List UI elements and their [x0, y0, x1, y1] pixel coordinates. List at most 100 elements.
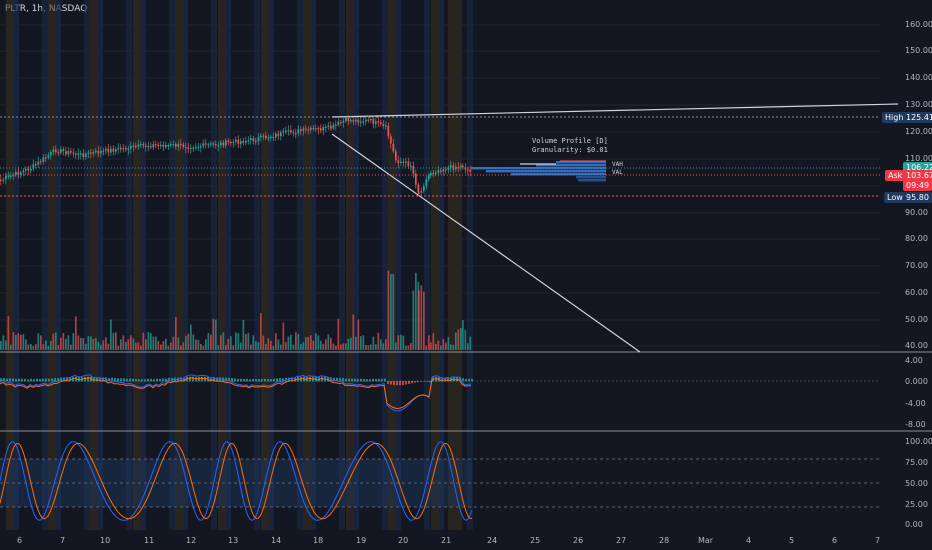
- candle-body: [97, 150, 100, 154]
- candle-body: [325, 126, 327, 129]
- macd-histogram-bar: [9, 378, 11, 382]
- volume-bar: [70, 344, 72, 350]
- candle-body: [147, 146, 150, 148]
- volume-bar: [92, 338, 95, 350]
- volume-bar: [380, 339, 382, 350]
- volume-bar: [327, 334, 330, 350]
- volume-bar: [150, 333, 152, 350]
- date-axis-label: 4: [746, 536, 752, 545]
- macd-histogram-bar: [0, 378, 2, 382]
- candle-body: [467, 169, 469, 171]
- volume-bar: [62, 333, 65, 350]
- volume-bar: [297, 334, 300, 350]
- volume-bar: [457, 329, 460, 350]
- date-axis-label: 5: [789, 536, 795, 545]
- candle-body: [17, 171, 20, 175]
- macd-histogram-bar: [114, 378, 116, 382]
- low-tag-value: 95.80: [903, 192, 932, 203]
- val-label: VAL: [612, 169, 623, 176]
- volume-bar: [300, 343, 302, 350]
- candle-body: [57, 152, 60, 154]
- session-band: [56, 0, 61, 530]
- volume-bar: [105, 337, 107, 350]
- volume-bar: [428, 335, 430, 350]
- volume-bar: [195, 339, 197, 350]
- volume-bar: [220, 335, 222, 350]
- candle-body: [50, 151, 52, 156]
- volume-bar: [335, 345, 337, 350]
- volume-bar: [320, 340, 322, 350]
- candle-body: [410, 165, 412, 168]
- candle-body: [145, 145, 147, 147]
- candle-body: [197, 146, 200, 148]
- date-axis-label: 25: [530, 536, 541, 545]
- candle-body: [125, 147, 127, 150]
- macd-histogram-bar: [258, 379, 260, 382]
- stoch-axis-label: 25.00: [905, 500, 928, 509]
- macd-histogram-bar: [108, 377, 110, 382]
- candle-body: [117, 147, 120, 150]
- candle-body: [162, 144, 165, 147]
- candle-body: [242, 140, 245, 143]
- candle-body: [452, 165, 455, 170]
- volume-bar: [122, 335, 125, 350]
- price-axis-label: 90.00: [905, 208, 928, 217]
- volume-bar: [222, 332, 225, 350]
- candle-body: [200, 146, 202, 148]
- candle-body: [55, 149, 57, 153]
- macd-histogram-bar: [252, 378, 254, 382]
- candle-body: [362, 121, 365, 123]
- volume-bar: [37, 333, 40, 350]
- stoch-axis-label: 50.00: [905, 479, 928, 488]
- premarket-band: [448, 0, 462, 530]
- volume-bar: [180, 345, 182, 350]
- macd-histogram-bar: [138, 379, 140, 382]
- volume-bar: [47, 345, 50, 350]
- volume-bar: [227, 338, 230, 350]
- volume-bar: [20, 334, 22, 350]
- volume-bar: [322, 344, 325, 350]
- volume-bar: [310, 335, 312, 350]
- volume-bar: [0, 341, 2, 350]
- candle-body: [37, 161, 40, 165]
- volume-bar: [22, 334, 25, 350]
- date-axis-label: 7: [60, 536, 66, 545]
- volume-bar: [147, 332, 150, 350]
- candle-body: [287, 130, 290, 132]
- candle-body: [375, 121, 377, 125]
- date-axis-label: 24: [487, 536, 498, 545]
- macd-histogram-bar: [339, 378, 341, 382]
- volume-bar: [42, 344, 45, 350]
- macd-histogram-bar: [87, 376, 89, 382]
- volume-bar: [82, 338, 85, 350]
- volume-profile-row: [486, 170, 606, 173]
- candle-body: [47, 155, 50, 158]
- volume-bar: [215, 319, 217, 350]
- price-axis-label: 150.00: [905, 46, 932, 55]
- candle-body: [382, 124, 385, 126]
- volume-bar: [347, 338, 350, 350]
- volume-bar: [190, 324, 192, 350]
- macd-histogram-bar: [66, 377, 68, 382]
- macd-histogram-bar: [375, 378, 377, 382]
- date-axis-label: 28: [659, 536, 670, 545]
- volume-bar: [447, 337, 450, 350]
- date-axis-label: 6: [832, 536, 838, 545]
- macd-histogram-bar: [93, 377, 95, 382]
- macd-histogram-bar: [234, 378, 236, 382]
- price-axis-label: 160.00: [905, 20, 932, 29]
- volume-bar: [377, 332, 380, 350]
- afterhours-band: [467, 0, 473, 530]
- volume-bar: [252, 335, 255, 350]
- macd-histogram-bar: [426, 381, 428, 382]
- volume-bar: [242, 320, 245, 350]
- countdown-tag: 09:49: [903, 180, 932, 191]
- volume-bar: [350, 337, 352, 350]
- volume-bar: [392, 274, 395, 350]
- candle-body: [400, 161, 402, 164]
- candle-body: [347, 117, 350, 122]
- candle-body: [102, 150, 105, 152]
- candle-body: [357, 119, 360, 123]
- candle-body: [405, 161, 407, 163]
